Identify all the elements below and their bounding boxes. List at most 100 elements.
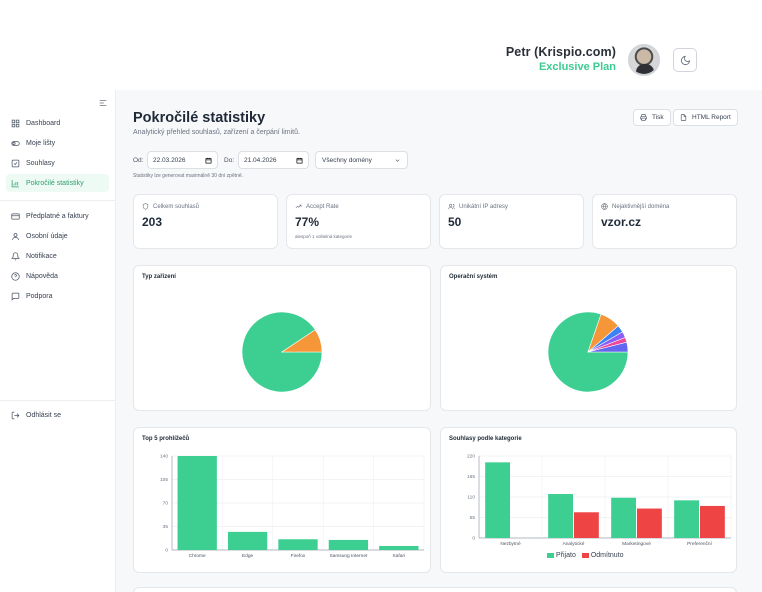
sidebar-item-label: Moje lišty — [26, 139, 56, 147]
stat-value: 77% — [295, 215, 320, 229]
date-from-input[interactable]: 22.03.2026 — [147, 151, 218, 169]
stat-value: vzor.cz — [601, 215, 642, 229]
chart-title: Operační systém — [449, 274, 498, 280]
print-button[interactable]: Tisk — [633, 109, 671, 126]
logout-section: Odhlásit se — [6, 406, 109, 426]
collapse-sidebar-icon[interactable] — [98, 98, 108, 108]
stat-card-accept-rate: Accept Rate 77% alespoň 1 volitelná kate… — [286, 194, 431, 249]
check-square-icon — [11, 159, 20, 167]
stat-label-text: Unikátní IP adresy — [459, 203, 508, 210]
filter-note: Statistiky lze generovat maximálně 30 dn… — [133, 173, 244, 179]
stat-value: 50 — [448, 215, 462, 229]
y-tick-label: 105 — [160, 477, 168, 483]
print-label: Tisk — [652, 114, 664, 121]
chevron-down-icon — [395, 158, 400, 162]
x-tick-label: Nezbytné — [500, 541, 521, 547]
calendar-icon[interactable] — [296, 157, 303, 164]
x-tick-label: Samsung Internet — [329, 553, 368, 559]
stat-label: Accept Rate — [295, 203, 339, 210]
y-tick-label: 140 — [160, 454, 168, 460]
page-subtitle: Analytický přehled souhlasů, zařízení a … — [133, 129, 300, 136]
to-label: Do: — [224, 157, 235, 164]
theme-toggle-button[interactable] — [673, 48, 697, 72]
globe-icon — [601, 203, 608, 210]
bar[interactable] — [548, 494, 573, 538]
pie-slice[interactable] — [281, 329, 323, 353]
sidebar-item-advanced-stats[interactable]: Pokročilé statistiky — [6, 174, 109, 192]
grid-icon — [11, 119, 20, 127]
sidebar-item-billing[interactable]: Předplatné a faktury — [6, 207, 109, 225]
legend-label: Přijato — [556, 552, 576, 559]
stat-label: Nejaktivnější doména — [601, 203, 669, 210]
stat-label: Celkem souhlasů — [142, 203, 199, 210]
browsers-bar-chart: 0 35 70 105 140 Chrome Edge Firefox Samsung Inte… — [160, 454, 425, 559]
printer-icon — [640, 114, 647, 121]
x-tick-label: Marketingové — [622, 541, 651, 547]
legend-item-accepted[interactable]: Přijato — [547, 552, 576, 559]
date-from-value: 22.03.2026 — [153, 156, 186, 164]
y-tick-label: 165 — [467, 474, 475, 480]
chart-card-categories: Souhlasy podle kategorie 0 55 110 165 220 Nez… — [440, 427, 737, 573]
bar[interactable] — [574, 512, 599, 538]
chart-title: Typ zařízení — [142, 274, 176, 280]
toggle-icon — [11, 140, 20, 146]
top-bar: Petr (Krispio.com) Exclusive Plan — [0, 0, 762, 90]
x-tick-label: Analytické — [563, 541, 585, 547]
bar[interactable] — [485, 462, 510, 538]
sidebar-item-label: Osobní údaje — [26, 232, 68, 240]
date-to-input[interactable]: 21.04.2026 — [238, 151, 309, 169]
sidebar-item-dashboard[interactable]: Dashboard — [6, 114, 109, 132]
sidebar-item-help[interactable]: Nápověda — [6, 267, 109, 285]
credit-card-icon — [11, 213, 20, 219]
sidebar-item-personal[interactable]: Osobní údaje — [6, 227, 109, 245]
sidebar-item-label: Podpora — [26, 292, 53, 300]
sidebar-item-label: Souhlasy — [26, 159, 55, 167]
user-icon — [12, 232, 19, 240]
stat-note: alespoň 1 volitelná kategorie — [295, 234, 353, 239]
bar[interactable] — [177, 456, 217, 550]
page-title: Pokročilé statistiky — [133, 110, 266, 126]
stat-card-unique-ips: Unikátní IP adresy 50 — [439, 194, 584, 249]
bar[interactable] — [278, 539, 318, 550]
bar[interactable] — [700, 505, 725, 538]
html-report-button[interactable]: HTML Report — [673, 109, 738, 126]
chart-card-browsers: Top 5 prohlížečů 0 35 70 105 140 Chrome Edge Fi… — [133, 427, 431, 573]
sidebar-item-label: Nápověda — [26, 272, 58, 280]
pie-slice[interactable] — [587, 341, 629, 353]
stat-label: Unikátní IP adresy — [448, 203, 508, 210]
sidebar-item-consents[interactable]: Souhlasy — [6, 154, 109, 172]
stat-card-top-domain: Nejaktivnější doména vzor.cz — [592, 194, 737, 249]
x-tick-label: Chrome — [189, 553, 206, 559]
domain-select[interactable]: Všechny domény — [315, 151, 408, 169]
bar[interactable] — [227, 531, 268, 550]
y-tick-label: 0 — [165, 548, 168, 554]
sidebar-item-bars[interactable]: Moje lišty — [6, 134, 109, 152]
sidebar-nav: Dashboard Moje lišty Souhlasy Pokročilé … — [0, 114, 115, 307]
sidebar-item-notifications[interactable]: Notifikace — [6, 247, 109, 265]
stat-card-total: Celkem souhlasů 203 — [133, 194, 278, 249]
help-icon — [11, 271, 20, 281]
legend-item-rejected[interactable]: Odmítnuto — [581, 552, 624, 559]
bar-chart-icon — [11, 179, 19, 187]
bar[interactable] — [637, 508, 662, 538]
bar[interactable] — [379, 545, 419, 550]
chart-legend: Přijato Odmítnuto — [547, 552, 624, 559]
chart-title: Top 5 prohlížečů — [142, 436, 190, 442]
bar[interactable] — [611, 497, 636, 538]
stat-label-text: Nejaktivnější doména — [612, 203, 670, 210]
logout-button[interactable]: Odhlásit se — [6, 406, 109, 424]
x-tick-label: Preferenční — [687, 541, 712, 547]
date-to-value: 21.04.2026 — [244, 156, 277, 164]
legend-label: Odmítnuto — [590, 552, 624, 559]
moon-icon — [680, 55, 690, 65]
avatar[interactable] — [628, 44, 660, 76]
sidebar-item-support[interactable]: Podpora — [6, 287, 109, 305]
device-type-pie-chart — [241, 311, 323, 393]
bar[interactable] — [328, 539, 369, 550]
calendar-icon[interactable] — [205, 157, 212, 164]
html-report-label: HTML Report — [692, 114, 731, 121]
chat-icon — [11, 292, 20, 301]
bell-icon — [11, 251, 20, 260]
bar[interactable] — [674, 500, 699, 538]
sidebar-item-label: Dashboard — [26, 119, 61, 127]
